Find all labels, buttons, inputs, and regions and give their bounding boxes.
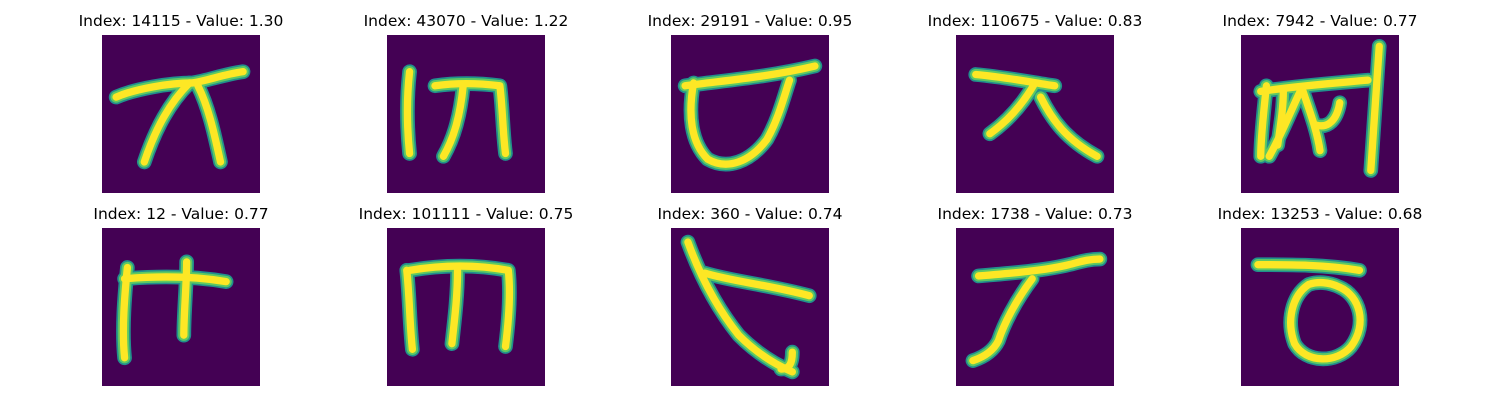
panel-title: Index: 110675 - Value: 0.83 xyxy=(927,12,1143,30)
glyph-stroke-core xyxy=(180,258,191,339)
glyph-stroke-core xyxy=(439,82,467,160)
panel-title: Index: 43070 - Value: 1.22 xyxy=(363,12,569,30)
glyph-stroke-core xyxy=(969,275,1036,365)
glyph-stroke-core xyxy=(403,266,417,353)
glyph-image xyxy=(956,35,1114,193)
glyph-image xyxy=(956,228,1114,386)
panel-title: Index: 1738 - Value: 0.73 xyxy=(937,205,1133,223)
glyph-stroke-core xyxy=(403,68,414,158)
panel-title: Index: 12 - Value: 0.77 xyxy=(93,205,269,223)
glyph-image xyxy=(1241,228,1399,386)
glyph-image xyxy=(102,35,260,193)
glyph-svg xyxy=(1241,228,1399,386)
glyph-stroke-core xyxy=(986,79,1039,138)
glyph-stroke-core xyxy=(687,76,794,168)
glyph-stroke-core xyxy=(972,70,1059,90)
glyph-stroke-core xyxy=(1287,278,1364,363)
glyph-stroke-core xyxy=(120,273,230,286)
glyph-svg xyxy=(671,228,829,386)
glyph-svg xyxy=(387,35,545,193)
panel-title: Index: 13253 - Value: 0.68 xyxy=(1217,205,1423,223)
glyph-svg xyxy=(387,228,545,386)
glyph-stroke-core xyxy=(431,80,510,158)
glyph-stroke-core xyxy=(448,266,462,348)
glyph-stroke-core xyxy=(1313,99,1344,130)
glyph-svg xyxy=(1241,35,1399,193)
glyph-svg xyxy=(671,35,829,193)
glyph-image xyxy=(1241,35,1399,193)
glyph-background xyxy=(956,35,1114,193)
panel-title: Index: 101111 - Value: 0.75 xyxy=(358,205,574,223)
glyph-image xyxy=(102,228,260,386)
glyph-stroke-core xyxy=(1257,76,1372,96)
glyph-stroke-core xyxy=(1299,87,1324,155)
panel-title: Index: 14115 - Value: 1.30 xyxy=(78,12,284,30)
glyph-stroke-core xyxy=(1265,87,1304,160)
glyph-stroke-core xyxy=(974,255,1104,280)
glyph-image xyxy=(387,35,545,193)
glyph-stroke-core xyxy=(1367,42,1383,175)
glyph-image xyxy=(671,228,829,386)
glyph-stroke-core xyxy=(405,262,514,351)
glyph-stroke-core xyxy=(1257,82,1271,160)
glyph-svg xyxy=(102,35,260,193)
glyph-stroke-core xyxy=(684,238,796,376)
glyph-svg xyxy=(956,228,1114,386)
glyph-stroke-core xyxy=(681,62,819,90)
glyph-stroke-core xyxy=(701,269,813,300)
glyph-stroke-core xyxy=(1254,261,1364,274)
glyph-stroke-core xyxy=(194,82,225,166)
panel-title: Index: 29191 - Value: 0.95 xyxy=(647,12,853,30)
glyph-background xyxy=(102,35,260,193)
panel-title: Index: 360 - Value: 0.74 xyxy=(657,205,843,223)
glyph-image xyxy=(671,35,829,193)
glyph-stroke-core xyxy=(140,79,194,166)
glyph-svg xyxy=(102,228,260,386)
glyph-svg xyxy=(956,35,1114,193)
glyph-stroke-core xyxy=(777,348,796,373)
glyph-stroke-core xyxy=(1036,93,1101,160)
glyph-image xyxy=(387,228,545,386)
panel-title: Index: 7942 - Value: 0.77 xyxy=(1222,12,1418,30)
